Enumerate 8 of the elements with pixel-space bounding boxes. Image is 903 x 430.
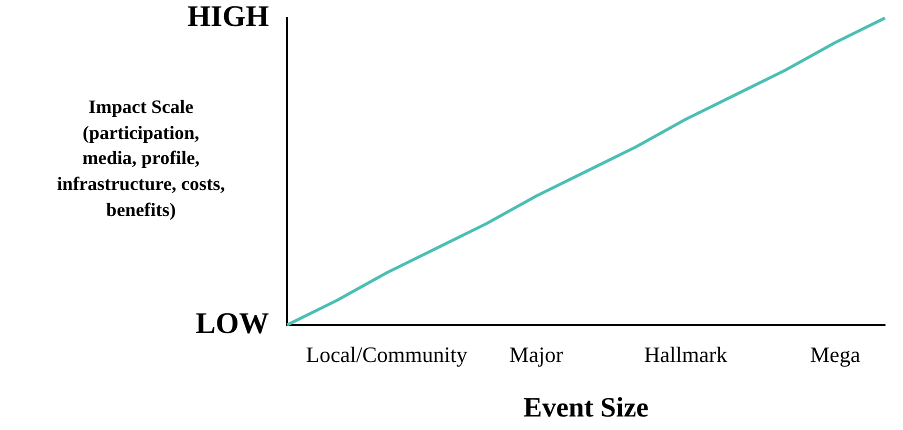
x-tick-label: Local/Community bbox=[306, 342, 468, 367]
x-tick-label: Major bbox=[509, 342, 564, 367]
y-axis-title: Impact Scale (participation, media, profile, infrastructure, costs, benefits) bbox=[56, 96, 226, 223]
x-tick-label: Mega bbox=[810, 342, 860, 367]
x-axis-title: Event Size bbox=[523, 392, 649, 424]
x-tick-label: Hallmark bbox=[644, 342, 728, 367]
text: LOW bbox=[196, 306, 269, 340]
text: HIGH bbox=[187, 0, 269, 33]
